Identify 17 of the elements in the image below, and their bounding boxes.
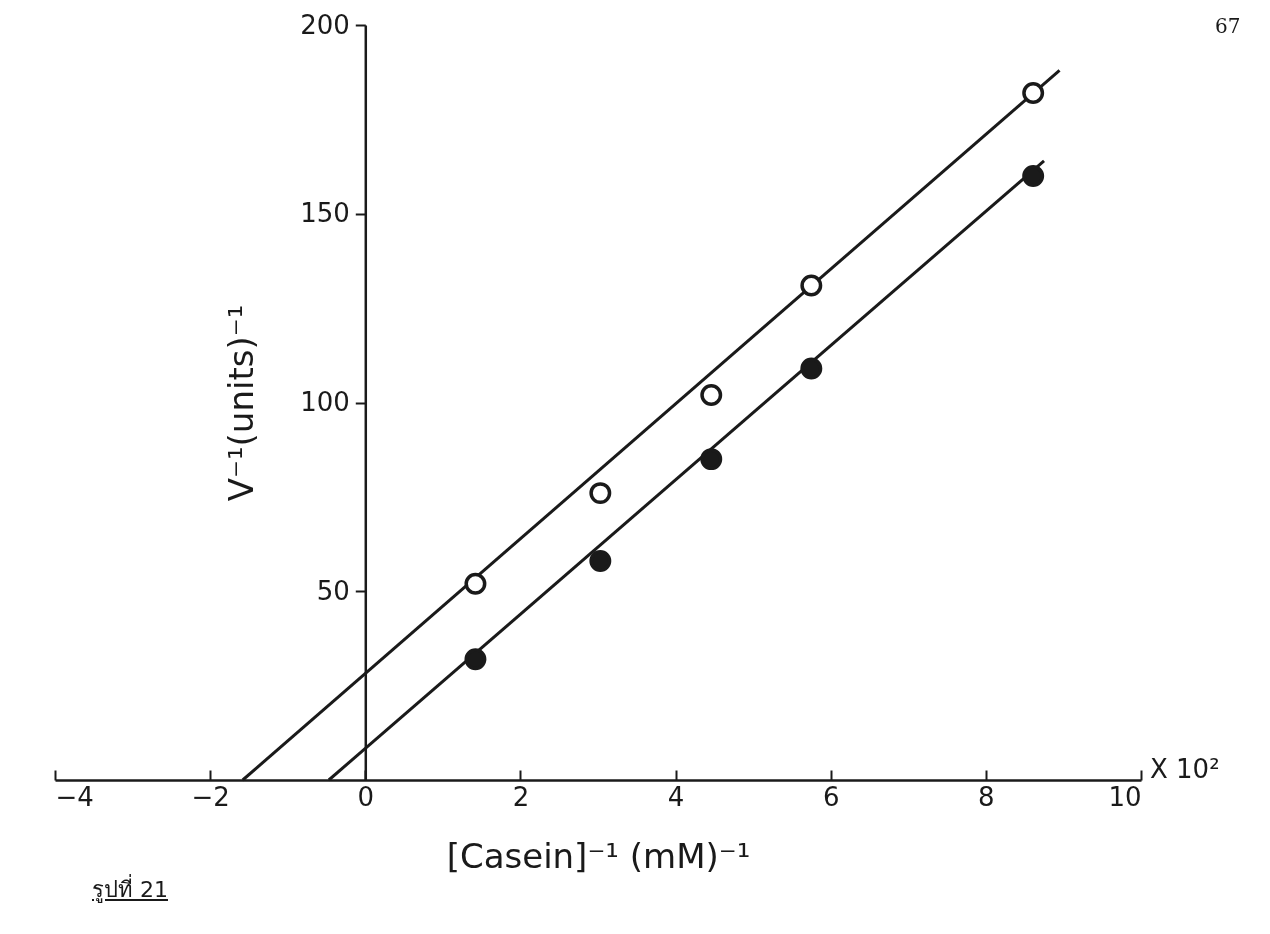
text: 67 [1215,14,1241,38]
y-tick-label: 50 [316,575,350,606]
x-tick-label: 10 [1108,781,1142,812]
text: รูปที่ 21 [92,873,168,905]
x-tick-label: −4 [55,781,94,812]
x-tick-label: 2 [512,781,530,812]
y-tick-label: 150 [300,198,350,229]
x-tick-label: 6 [822,781,840,812]
y-tick-label: 200 [300,9,350,40]
y-tick-label: 100 [300,387,350,417]
x-tick-label: 0 [357,781,375,812]
x-tick-label: −2 [191,781,230,812]
x-axis-title: [Casein]⁻¹ (mM)⁻¹ [446,835,751,876]
text: X 10² [1150,754,1220,784]
y-axis-title: V⁻¹(units)⁻¹ [221,304,262,502]
x-tick-label: 4 [667,781,685,812]
x-tick-label: 8 [978,781,995,812]
